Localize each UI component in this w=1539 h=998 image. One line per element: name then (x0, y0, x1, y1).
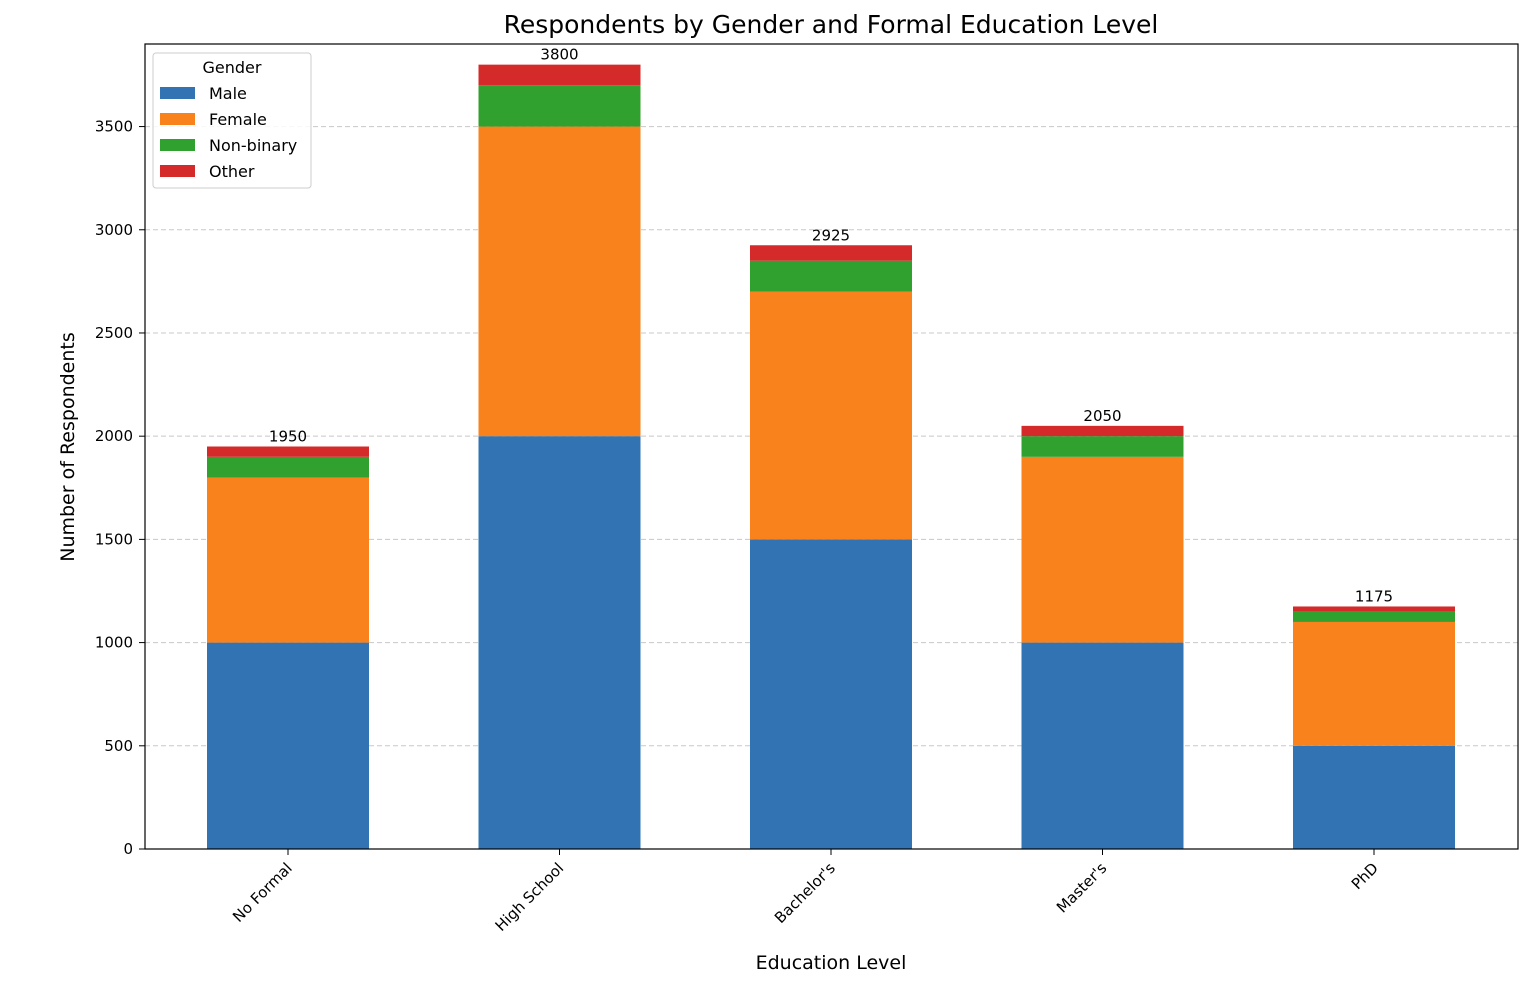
bar-total-label: 1950 (269, 428, 307, 446)
y-tick-label: 2500 (95, 324, 133, 342)
legend-items: Male Female Non-binary Other (160, 84, 297, 181)
grid-lines (145, 126, 1518, 747)
bar-segment-non-binary (207, 456, 369, 478)
legend-label: Non-binary (209, 136, 297, 155)
y-tick-label: 1000 (95, 634, 133, 652)
bar-segment-non-binary (750, 260, 912, 292)
bar-segment-other (1293, 606, 1455, 612)
bar-segment-male (1021, 642, 1184, 849)
legend-swatch (160, 87, 195, 99)
legend-box (152, 52, 312, 189)
bar-segment-female (750, 291, 912, 540)
y-tick-label: 2000 (95, 427, 133, 445)
y-axis: 0 500 1000 1500 2000 2500 3000 3500 (95, 118, 145, 858)
bar-segment-male (478, 436, 641, 849)
y-axis-label: Number of Respondents (57, 332, 79, 562)
bar-total-label: 3800 (540, 46, 578, 64)
legend-swatch (160, 165, 195, 177)
bar-total-labels: 1950 3800 2925 2050 1175 (269, 46, 1393, 606)
legend-title: Gender (203, 58, 262, 77)
y-tick-label: 3000 (95, 221, 133, 239)
y-tick-label: 500 (104, 737, 133, 755)
bar-total-label: 2050 (1083, 407, 1121, 425)
bar-segment-female (478, 126, 641, 437)
legend-label: Other (209, 162, 255, 181)
bar-segment-female (207, 477, 369, 643)
bar-total-label: 1175 (1355, 587, 1393, 605)
bar-segment-female (1021, 456, 1184, 643)
legend-label: Male (209, 84, 247, 103)
bar-segment-female (1293, 621, 1455, 746)
bar-segment-male (750, 539, 912, 849)
chart-title: Respondents by Gender and Formal Educati… (504, 10, 1159, 39)
bar-segment-non-binary (1021, 436, 1184, 457)
bar-segment-other (207, 446, 369, 457)
bar-segment-male (1293, 745, 1455, 849)
bars (207, 64, 1455, 849)
y-tick-label: 3500 (95, 118, 133, 136)
legend: Gender Male Female Non-binary Other (152, 52, 312, 189)
bar-segment-other (478, 64, 641, 86)
bar-segment-other (1021, 425, 1184, 437)
bar-segment-male (207, 642, 369, 849)
x-axis-label: Education Level (756, 952, 907, 974)
y-tick-label: 1500 (95, 530, 133, 548)
legend-label: Female (209, 110, 267, 129)
bar-segment-other (750, 245, 912, 261)
legend-swatch (160, 113, 195, 125)
bar-total-label: 2925 (812, 226, 850, 244)
y-tick-label: 0 (123, 840, 133, 858)
legend-swatch (160, 139, 195, 151)
bar-segment-non-binary (1293, 611, 1455, 622)
bar-segment-non-binary (478, 85, 641, 127)
